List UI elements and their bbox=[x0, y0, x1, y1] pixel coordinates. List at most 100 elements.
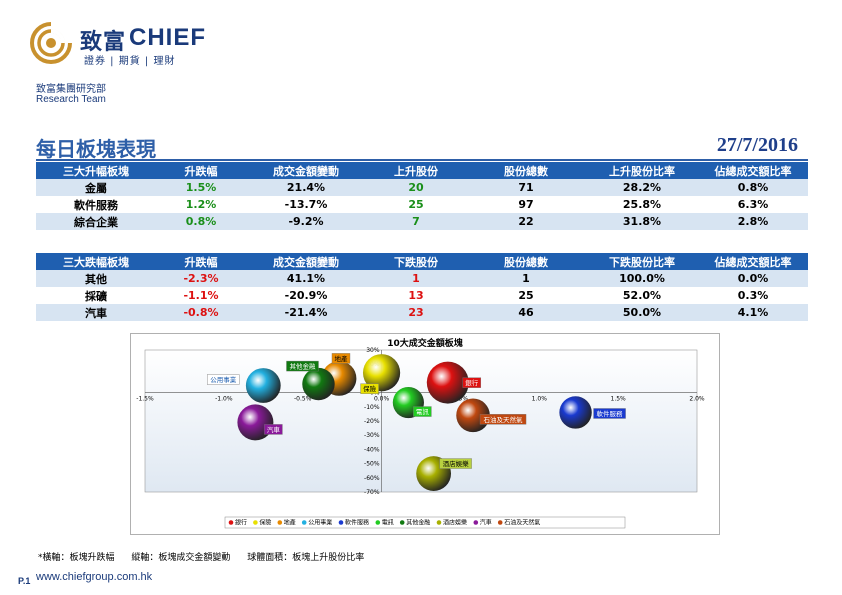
bubble-point bbox=[426, 361, 469, 404]
legend-entry: 銀行 bbox=[235, 519, 247, 527]
table-cell: 100.0% bbox=[586, 270, 698, 287]
bubble-label-box bbox=[413, 406, 432, 417]
table-cell: -9.2% bbox=[246, 213, 366, 230]
bubble-label-box bbox=[286, 360, 319, 372]
legend-swatch bbox=[338, 520, 344, 525]
table-cell: 金屬 bbox=[36, 179, 156, 196]
x-tick-label: -1.0% bbox=[215, 396, 233, 403]
table-cell: 13 bbox=[366, 287, 466, 304]
table-cell: 25.8% bbox=[586, 196, 698, 213]
bubble-label: 保險 bbox=[363, 384, 377, 393]
table-header-row: 三大升幅板塊 升跌幅 成交金額變動 上升股份 股份總數 上升股份比率 佔總成交額… bbox=[36, 162, 808, 179]
table-cell: 1 bbox=[366, 270, 466, 287]
department-name-cn: 致富集團研究部 bbox=[36, 84, 106, 95]
table-cell: 0.3% bbox=[698, 287, 808, 304]
table-cell: 0.0% bbox=[698, 270, 808, 287]
bubble-label: 酒店娛樂 bbox=[443, 459, 470, 468]
table-cell: -13.7% bbox=[246, 196, 366, 213]
table-cell: -2.3% bbox=[156, 270, 246, 287]
legend-swatch bbox=[301, 520, 307, 525]
table-cell: 97 bbox=[466, 196, 586, 213]
bubble-label-box bbox=[462, 377, 482, 388]
table-cell: 7 bbox=[366, 213, 466, 230]
legend-entry: 其他金融 bbox=[406, 519, 430, 527]
table-cell: 28.2% bbox=[586, 179, 698, 196]
x-tick-label: -0.5% bbox=[294, 396, 312, 403]
legend-entry: 軟件服務 bbox=[345, 519, 369, 527]
col-header: 升跌幅 bbox=[156, 162, 246, 179]
table-cell: -20.9% bbox=[246, 287, 366, 304]
page-title: 每日板塊表現 bbox=[36, 137, 156, 161]
bubble-label: 石油及天然氣 bbox=[484, 415, 524, 424]
table-header-row: 三大跌幅板塊 升跌幅 成交金額變動 下跌股份 股份總數 下跌股份比率 佔總成交額… bbox=[36, 253, 808, 270]
table-cell: -21.4% bbox=[246, 304, 366, 321]
table-cell: 汽車 bbox=[36, 304, 156, 321]
bubble-label: 電訊 bbox=[416, 407, 430, 416]
table-row: 汽車 -0.8% -21.4% 23 46 50.0% 4.1% bbox=[36, 304, 808, 321]
table-cell: 22 bbox=[466, 213, 586, 230]
table-cell: 2.8% bbox=[698, 213, 808, 230]
bubble-label: 銀行 bbox=[465, 378, 479, 387]
col-header: 股份總數 bbox=[466, 162, 586, 179]
table-cell: -1.1% bbox=[156, 287, 246, 304]
table-row: 綜合企業 0.8% -9.2% 7 22 31.8% 2.8% bbox=[36, 213, 808, 230]
table-cell: -0.8% bbox=[156, 304, 246, 321]
bubble-label-box bbox=[593, 408, 626, 419]
table-cell: 52.0% bbox=[586, 287, 698, 304]
legend-entry: 汽車 bbox=[480, 519, 492, 527]
col-header: 佔總成交額比率 bbox=[698, 162, 808, 179]
legend-entry: 公用事業 bbox=[308, 519, 332, 527]
swirl-logo-icon bbox=[30, 22, 72, 64]
x-tick-label: 1.0% bbox=[532, 396, 548, 403]
footnote-x-axis: *橫軸：板塊升跌幅 bbox=[38, 553, 115, 563]
y-tick-label: -70% bbox=[364, 489, 380, 496]
bubble-label: 地產 bbox=[334, 354, 348, 363]
chart-footnote: *橫軸：板塊升跌幅 縱軸：板塊成交金額變動 球體面積：板塊上升股份比率 bbox=[38, 550, 378, 563]
brand-name-en: CHIEF bbox=[129, 24, 206, 51]
legend-swatch bbox=[497, 520, 503, 525]
y-tick-label: -50% bbox=[364, 461, 380, 468]
col-header: 佔總成交額比率 bbox=[698, 253, 808, 270]
legend-swatch bbox=[228, 520, 234, 525]
bubble-label-box bbox=[479, 414, 527, 425]
col-header: 上升股份比率 bbox=[586, 162, 698, 179]
table-cell: 6.3% bbox=[698, 196, 808, 213]
chart-title: 10大成交金額板塊 bbox=[387, 337, 463, 349]
legend-swatch bbox=[399, 520, 405, 525]
table-cell: 46 bbox=[466, 304, 586, 321]
table-cell: 23 bbox=[366, 304, 466, 321]
page-number: P.1 bbox=[18, 576, 31, 586]
col-header: 成交金額變動 bbox=[246, 162, 366, 179]
col-header: 升跌幅 bbox=[156, 253, 246, 270]
col-header: 股份總數 bbox=[466, 253, 586, 270]
col-header: 下跌股份比率 bbox=[586, 253, 698, 270]
table-cell: 25 bbox=[466, 287, 586, 304]
bubble-chart-svg: 10大成交金額板塊 -1.5%-1.0%-0.5%0.0%0.5%1.0%1.5… bbox=[136, 337, 705, 529]
table-cell: 其他 bbox=[36, 270, 156, 287]
table-row: 軟件服務 1.2% -13.7% 25 97 25.8% 6.3% bbox=[36, 196, 808, 213]
legend-swatch bbox=[473, 520, 479, 525]
table-cell: 0.8% bbox=[156, 213, 246, 230]
legend-swatch bbox=[253, 520, 258, 525]
col-header: 三大跌幅板塊 bbox=[36, 253, 156, 270]
table-cell: 採礦 bbox=[36, 287, 156, 304]
table-cell: 軟件服務 bbox=[36, 196, 156, 213]
bubble-point bbox=[559, 396, 592, 429]
y-tick-label: -60% bbox=[364, 475, 380, 482]
website-link[interactable]: www.chiefgroup.com.hk bbox=[36, 571, 153, 583]
y-tick-label: -30% bbox=[364, 432, 380, 439]
bubble-label-box bbox=[207, 374, 240, 385]
x-tick-label: 2.0% bbox=[689, 396, 705, 403]
legend-entry: 石油及天然氣 bbox=[504, 519, 540, 527]
x-tick-label: -1.5% bbox=[136, 396, 154, 403]
y-tick-label: -40% bbox=[364, 446, 380, 453]
table-row: 採礦 -1.1% -20.9% 13 25 52.0% 0.3% bbox=[36, 287, 808, 304]
table-cell: 4.1% bbox=[698, 304, 808, 321]
table-cell: 1 bbox=[466, 270, 586, 287]
col-header: 成交金額變動 bbox=[246, 253, 366, 270]
bubble-label: 汽車 bbox=[267, 425, 281, 434]
bubble-label-box bbox=[331, 353, 351, 364]
footnote-bubble: 球體面積：板塊上升股份比率 bbox=[247, 553, 365, 563]
table-cell: 0.8% bbox=[698, 179, 808, 196]
x-tick-label: 1.5% bbox=[611, 396, 627, 403]
